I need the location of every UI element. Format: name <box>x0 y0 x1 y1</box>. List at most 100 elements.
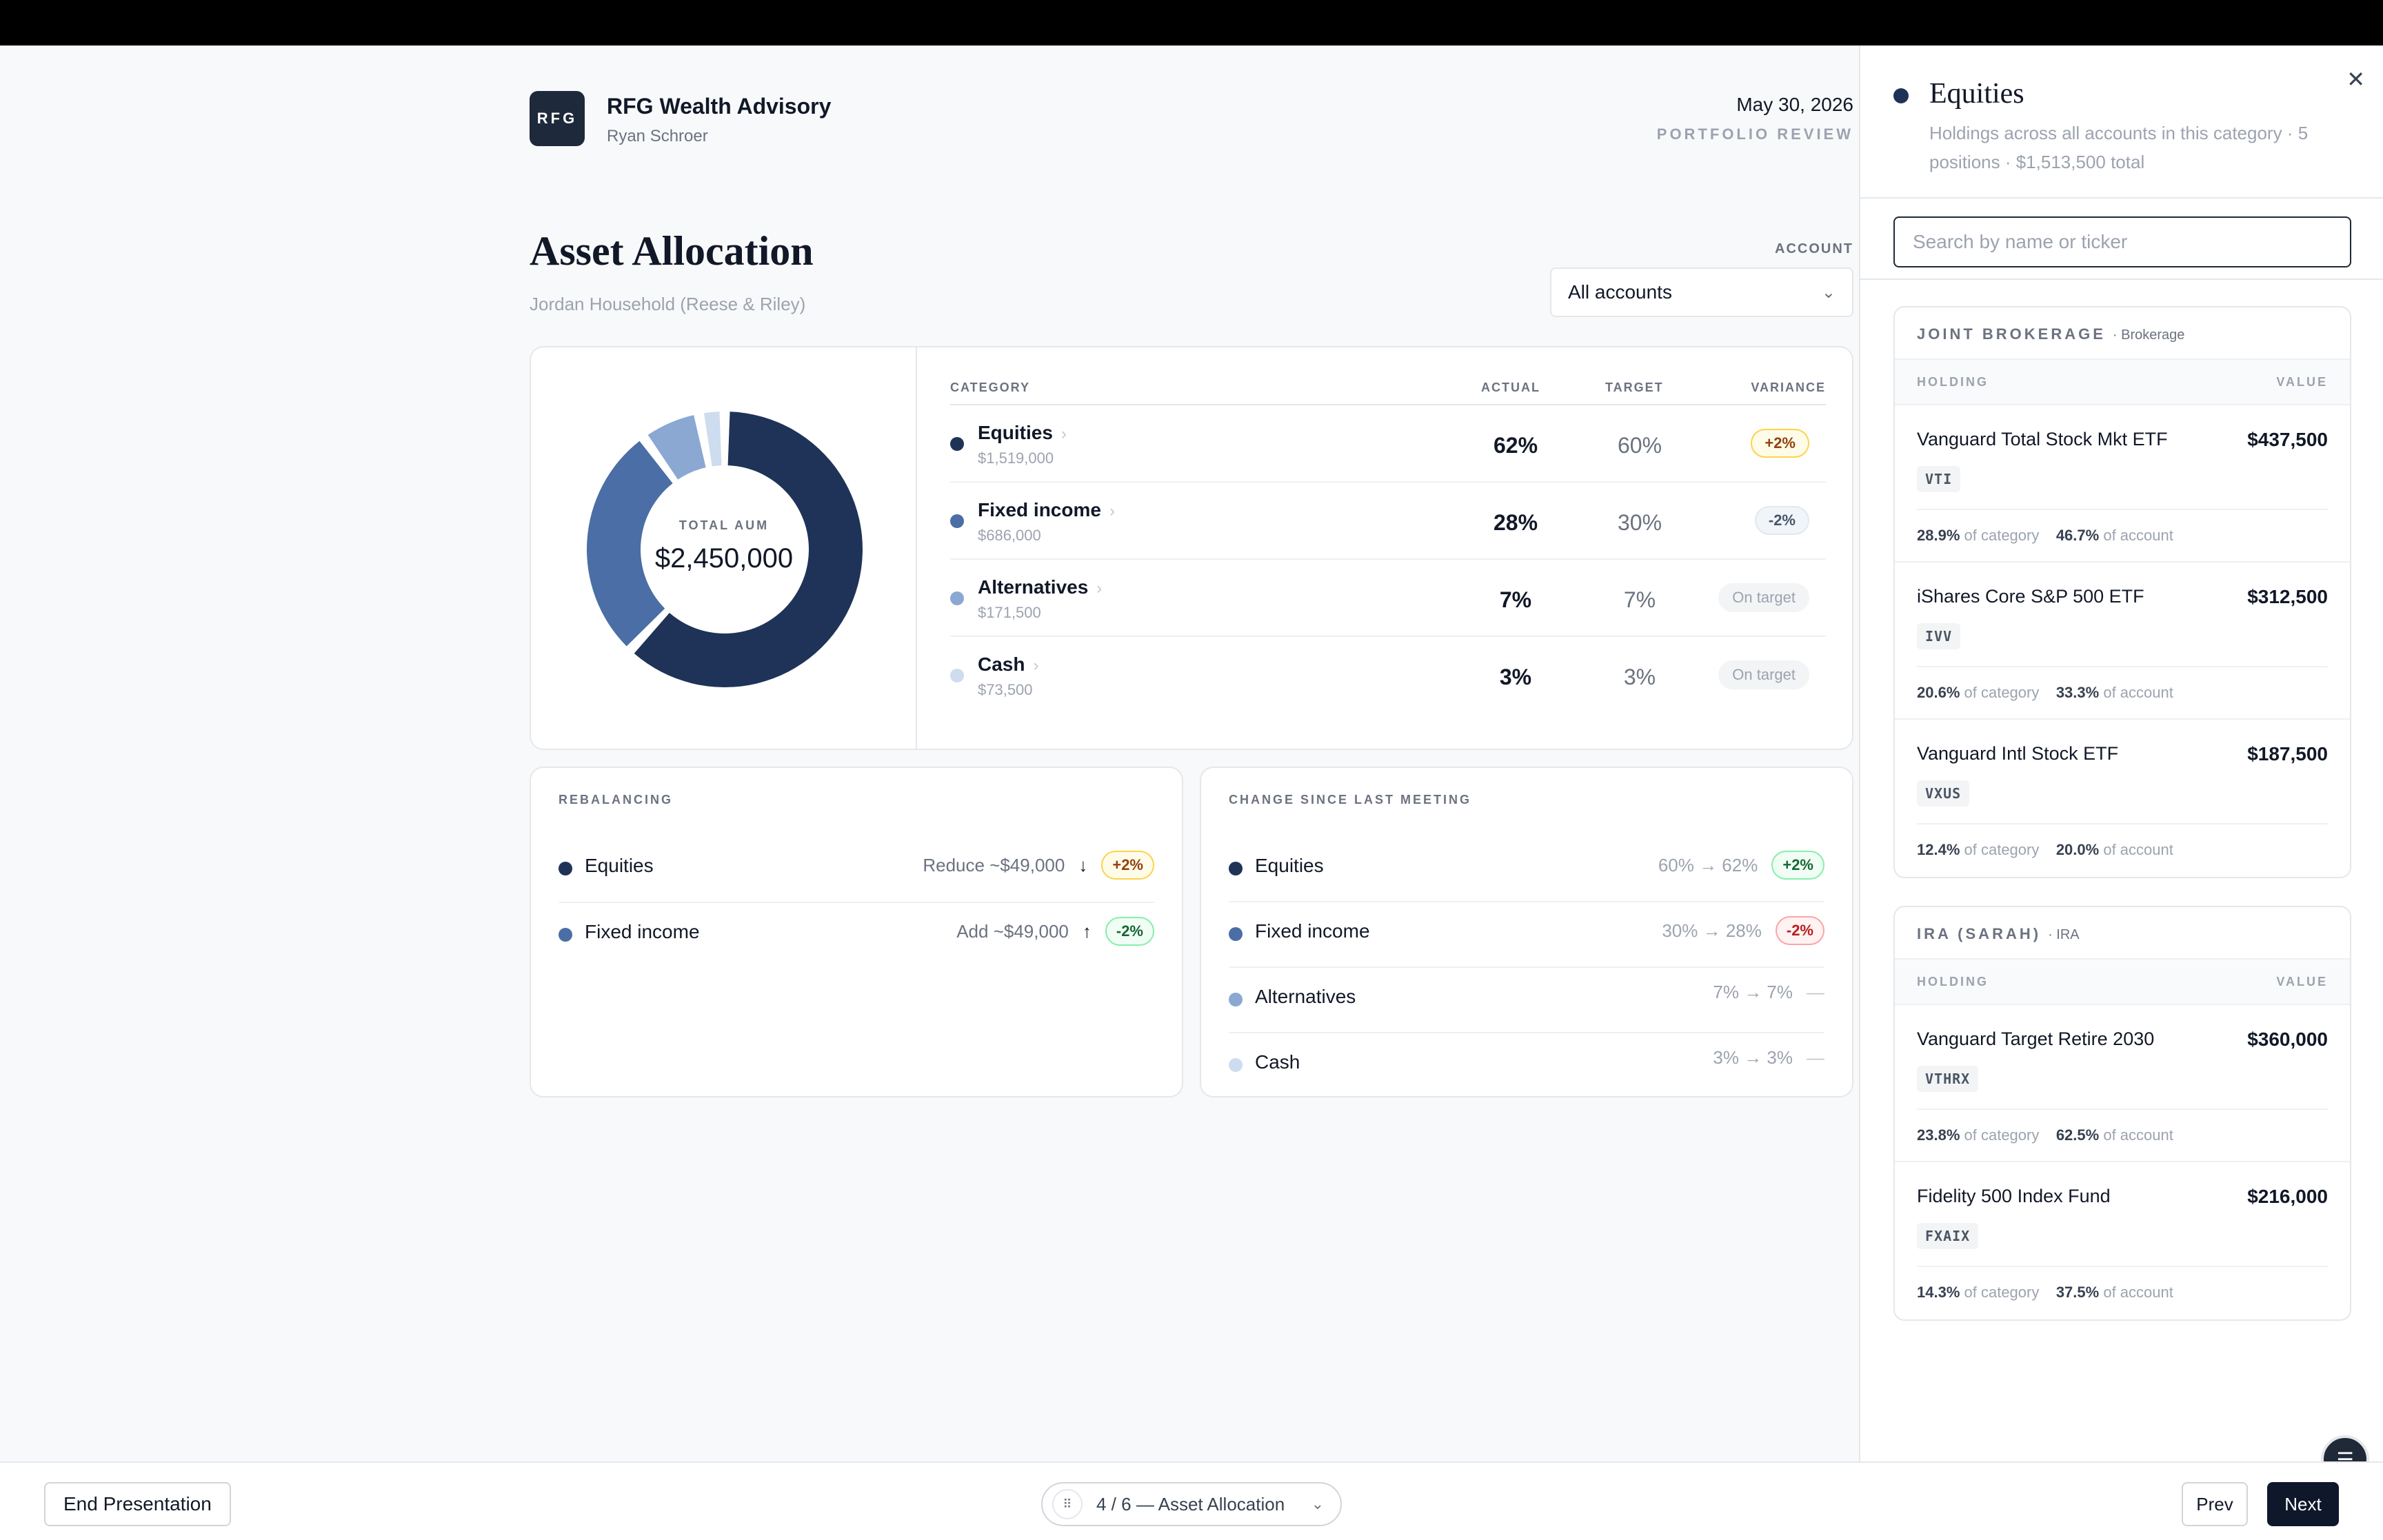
panel-header: Equities Holdings across all accounts in… <box>1860 45 2383 199</box>
holding-value: $360,000 <box>2247 1029 2328 1050</box>
account-name-text: JOINT BROKERAGE <box>1917 325 2106 343</box>
category-dot <box>1229 862 1243 875</box>
prev-button[interactable]: Prev <box>2182 1482 2248 1526</box>
category-share-label: of category <box>1964 841 2040 858</box>
holding-row[interactable]: Fidelity 500 Index Fund $216,000 FXAIX 14.3… <box>1895 1162 2350 1319</box>
category-share-label: of category <box>1964 684 2040 701</box>
account-share-label: of account <box>2103 841 2173 858</box>
col-actual: ACTUAL <box>1481 381 1540 394</box>
actual-percent: 62% <box>1493 433 1538 458</box>
category-dot <box>1893 88 1909 103</box>
account-share: 62.5% <box>2055 1126 2100 1144</box>
allocation-row[interactable]: Fixed income › $686,000 28% 30% -2% <box>950 483 1826 560</box>
category-name-text: Fixed income <box>978 499 1101 520</box>
change-detail: 3% → 3% — <box>1713 1047 1824 1068</box>
allocation-row[interactable]: Equities › $1,519,000 62% 60% +2% <box>950 405 1826 483</box>
total-aum-label: TOTAL AUM <box>678 518 770 532</box>
category-dot <box>950 514 964 528</box>
donut-slice-equities[interactable] <box>634 412 863 687</box>
actual-percent: 7% <box>1499 587 1532 612</box>
change-title: CHANGE SINCE LAST MEETING <box>1229 793 1472 807</box>
rebalance-item: Equities Reduce ~$49,000 ↓ +2% <box>559 837 1154 903</box>
variance-badge: On target <box>1718 583 1809 612</box>
col-value: VALUE <box>2276 975 2328 989</box>
allocation-card: TOTAL AUM $2,450,000 CATEGORY ACTUAL TAR… <box>530 346 1853 750</box>
ticker-badge: FXAIX <box>1917 1223 1979 1249</box>
change-detail: 7% → 7% — <box>1713 982 1824 1003</box>
change-category: Equities <box>1255 855 1324 876</box>
holdings-panel: Equities Holdings across all accounts in… <box>1859 45 2383 1461</box>
change-detail: 60% → 62% +2% <box>1658 851 1824 880</box>
account-select[interactable]: All accounts ⌄ <box>1550 267 1853 317</box>
account-type: · Brokerage <box>2112 327 2185 343</box>
change-category: Alternatives <box>1255 986 1356 1007</box>
holding-name: iShares Core S&P 500 ETF <box>1917 586 2144 607</box>
donut-slice-fixed-income[interactable] <box>587 440 673 647</box>
rebalance-item: Fixed income Add ~$49,000 ↑ -2% <box>559 903 1154 969</box>
actual-percent: 3% <box>1499 665 1532 689</box>
holding-stats: 14.3% of category 37.5% of account <box>1917 1284 2173 1301</box>
grid-icon: ⠿ <box>1052 1489 1083 1519</box>
section-label: PORTFOLIO REVIEW <box>1656 125 1853 143</box>
account-share-label: of account <box>2103 1284 2173 1301</box>
next-button[interactable]: Next <box>2267 1482 2339 1526</box>
col-target: TARGET <box>1605 381 1664 394</box>
chevron-right-icon: › <box>1060 425 1067 443</box>
category-name-text: Alternatives <box>978 576 1089 598</box>
panel-description: Holdings across all accounts in this cat… <box>1929 123 2309 172</box>
account-name-text: IRA (SARAH) <box>1917 925 2042 942</box>
allocation-row[interactable]: Cash › $73,500 3% 3% On target <box>950 637 1826 714</box>
rebalancing-title: REBALANCING <box>559 793 673 807</box>
divider <box>1917 1266 2328 1267</box>
change-item: Fixed income 30% → 28% -2% <box>1229 902 1824 968</box>
review-date: May 30, 2026 <box>1736 94 1853 115</box>
change-values: 7% → 7% <box>1713 982 1793 1002</box>
holdings-header: HOLDING VALUE <box>1895 360 2350 405</box>
advisor-name: Ryan Schroer <box>607 127 708 145</box>
end-presentation-button[interactable]: End Presentation <box>44 1482 231 1526</box>
actual-percent: 28% <box>1493 510 1538 535</box>
holding-row[interactable]: Vanguard Intl Stock ETF $187,500 VXUS 12.4%… <box>1895 720 2350 877</box>
account-share-label: of account <box>2103 1126 2173 1144</box>
holding-row[interactable]: Vanguard Target Retire 2030 $360,000 VTHRX… <box>1895 1005 2350 1162</box>
donut-chart <box>587 412 863 687</box>
donut-slice-cash[interactable] <box>703 412 722 467</box>
allocation-row[interactable]: Alternatives › $171,500 7% 7% On target <box>950 560 1826 637</box>
no-change-dash: — <box>1807 1047 1824 1068</box>
holding-row[interactable]: iShares Core S&P 500 ETF $312,500 IVV 20.6%… <box>1895 563 2350 720</box>
category-value: $686,000 <box>978 527 1041 544</box>
chevron-right-icon: › <box>1109 502 1115 520</box>
account-card: IRA (SARAH) · IRA HOLDING VALUE Vanguard Tar… <box>1893 906 2351 1321</box>
donut-slice-alternatives[interactable] <box>647 415 706 480</box>
slide-navigator[interactable]: ⠿ 4 / 6 — Asset Allocation ⌄ <box>1041 1482 1342 1526</box>
holding-stats: 20.6% of category 33.3% of account <box>1917 684 2173 702</box>
category-dot <box>559 862 572 875</box>
page-title: Asset Allocation <box>530 228 814 274</box>
change-category: Fixed income <box>1255 920 1370 942</box>
category-dot <box>559 928 572 942</box>
account-label: ACCOUNT <box>1775 241 1853 256</box>
account-share: 37.5% <box>2055 1284 2100 1301</box>
account-share: 20.0% <box>2055 841 2100 858</box>
category-name: Equities › <box>978 422 1067 444</box>
ticker-badge: IVV <box>1917 623 1961 649</box>
rebalance-action: Reduce ~$49,000 <box>923 854 1065 875</box>
variance-badge: On target <box>1718 660 1809 689</box>
holding-name: Vanguard Intl Stock ETF <box>1917 743 2119 764</box>
col-holding: HOLDING <box>1917 375 1989 389</box>
search-input[interactable] <box>1893 216 2351 267</box>
holding-value: $187,500 <box>2247 743 2328 764</box>
rebalance-detail: Add ~$49,000 ↑ -2% <box>956 917 1154 946</box>
no-change-dash: — <box>1807 982 1824 1002</box>
rebalance-detail: Reduce ~$49,000 ↓ +2% <box>923 851 1154 880</box>
variance-badge: +2% <box>1101 851 1154 880</box>
ticker-badge: VTHRX <box>1917 1066 1979 1092</box>
category-name: Cash › <box>978 654 1038 676</box>
holding-row[interactable]: Vanguard Total Stock Mkt ETF $437,500 VTI 2… <box>1895 405 2350 563</box>
total-aum-value: $2,450,000 <box>654 543 794 574</box>
variance-badge: -2% <box>1105 917 1154 946</box>
col-category: CATEGORY <box>950 381 1031 394</box>
arrow-up-icon: ↑ <box>1082 920 1092 942</box>
category-value: $171,500 <box>978 604 1041 621</box>
close-icon[interactable]: ✕ <box>2346 67 2365 92</box>
